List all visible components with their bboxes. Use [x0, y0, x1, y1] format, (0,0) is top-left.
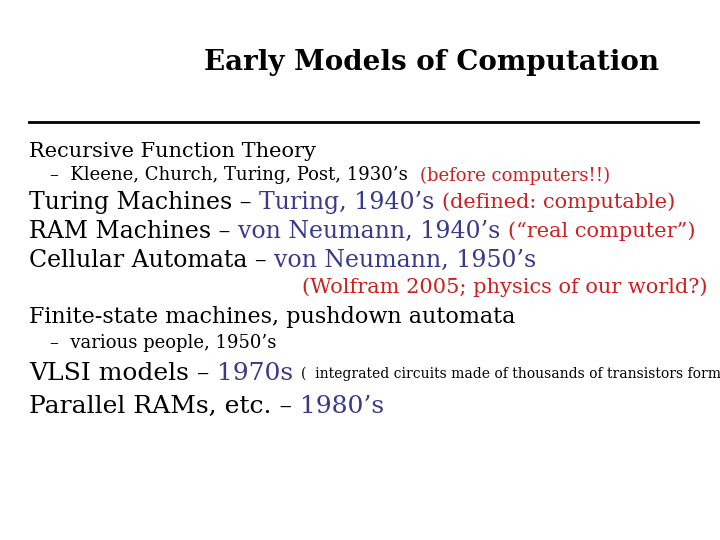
Text: Turing Machines –: Turing Machines – [29, 191, 258, 214]
Text: (before computers!!): (before computers!!) [420, 166, 610, 185]
Text: VLSI models –: VLSI models – [29, 362, 217, 385]
Text: Recursive Function Theory: Recursive Function Theory [29, 141, 316, 161]
Text: –  various people, 1950’s: – various people, 1950’s [50, 334, 276, 352]
Text: 1980’s: 1980’s [300, 395, 384, 417]
Text: Cellular Automata –: Cellular Automata – [29, 249, 274, 272]
Text: (defined: computable): (defined: computable) [441, 193, 675, 212]
Text: Parallel RAMs, etc. –: Parallel RAMs, etc. – [29, 395, 300, 417]
Text: von Neumann, 1950’s: von Neumann, 1950’s [274, 249, 536, 272]
Text: (  integrated circuits made of thousands of transistors form a single chip): ( integrated circuits made of thousands … [301, 367, 720, 381]
Text: Early Models of Computation: Early Models of Computation [204, 49, 660, 76]
Text: Turing, 1940’s: Turing, 1940’s [258, 191, 441, 214]
Text: Finite-state machines, pushdown automata: Finite-state machines, pushdown automata [29, 306, 516, 328]
Text: (“real computer”): (“real computer”) [508, 221, 695, 241]
Text: 1970s: 1970s [217, 362, 301, 385]
Text: RAM Machines –: RAM Machines – [29, 220, 238, 242]
Text: (Wolfram 2005; physics of our world?): (Wolfram 2005; physics of our world?) [302, 278, 708, 297]
Text: von Neumann, 1940’s: von Neumann, 1940’s [238, 220, 508, 242]
Text: –  Kleene, Church, Turing, Post, 1930’s: – Kleene, Church, Turing, Post, 1930’s [50, 166, 420, 185]
